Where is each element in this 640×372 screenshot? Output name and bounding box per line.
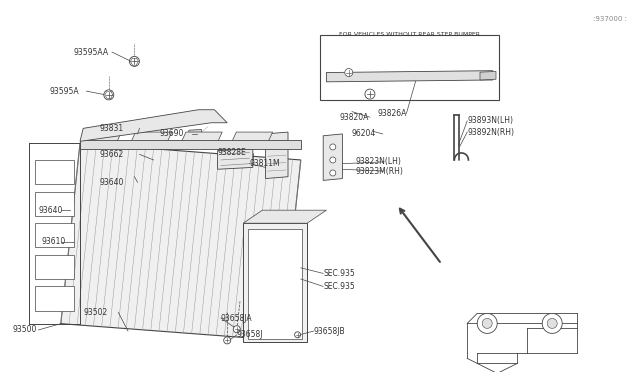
Text: 93502: 93502 [83,308,108,317]
Text: 93640: 93640 [38,206,63,215]
Text: 93823N(LH): 93823N(LH) [355,157,401,166]
Circle shape [294,332,301,338]
Text: 93823M(RH): 93823M(RH) [355,167,403,176]
Circle shape [104,90,114,100]
Polygon shape [189,129,202,138]
Circle shape [224,337,230,344]
Polygon shape [243,223,307,342]
Polygon shape [323,134,342,180]
Polygon shape [35,286,74,311]
Polygon shape [131,132,172,143]
Polygon shape [243,210,326,223]
Circle shape [234,326,240,333]
Circle shape [547,318,557,328]
Polygon shape [80,140,301,149]
Text: 93831: 93831 [99,124,124,133]
Text: 93658J: 93658J [237,330,263,339]
Polygon shape [35,223,74,247]
Text: FOR VEHICLES WITHOUT REAR STEP BUMPER: FOR VEHICLES WITHOUT REAR STEP BUMPER [339,32,480,36]
Polygon shape [35,192,74,216]
Polygon shape [248,229,302,339]
Polygon shape [266,132,288,179]
Polygon shape [231,132,273,143]
Polygon shape [80,132,122,143]
Text: 93640: 93640 [99,178,124,187]
Circle shape [345,68,353,77]
Polygon shape [80,110,227,141]
Text: 93595A: 93595A [50,87,79,96]
Bar [320,35,499,100]
Circle shape [365,89,375,99]
Circle shape [330,157,336,163]
Text: 93811M: 93811M [250,159,280,168]
Text: 93893N(LH): 93893N(LH) [467,116,513,125]
Text: 93828E: 93828E [218,148,246,157]
Polygon shape [180,132,222,143]
Polygon shape [61,143,301,340]
Text: 93892N(RH): 93892N(RH) [467,128,514,137]
Circle shape [477,313,497,333]
Circle shape [129,57,140,66]
Text: 93610: 93610 [42,237,66,246]
Text: 93820A: 93820A [339,113,369,122]
Text: 93595AA: 93595AA [74,48,109,57]
Text: SEC.935: SEC.935 [323,269,355,278]
Circle shape [482,318,492,328]
Text: SEC.935: SEC.935 [323,282,355,291]
Polygon shape [218,149,253,169]
Text: :937000 :: :937000 : [593,16,627,22]
Text: 93826A: 93826A [378,109,407,118]
Circle shape [330,144,336,150]
Text: 93690: 93690 [160,129,184,138]
Polygon shape [326,71,493,82]
Polygon shape [35,255,74,279]
Text: 93662: 93662 [99,150,124,159]
Text: 93658JB: 93658JB [314,327,345,336]
Text: 96204: 96204 [352,129,376,138]
Circle shape [330,170,336,176]
Polygon shape [35,160,74,184]
Text: 93500: 93500 [13,325,37,334]
Circle shape [542,313,562,333]
Text: 93658JA: 93658JA [221,314,252,323]
Polygon shape [480,71,496,80]
